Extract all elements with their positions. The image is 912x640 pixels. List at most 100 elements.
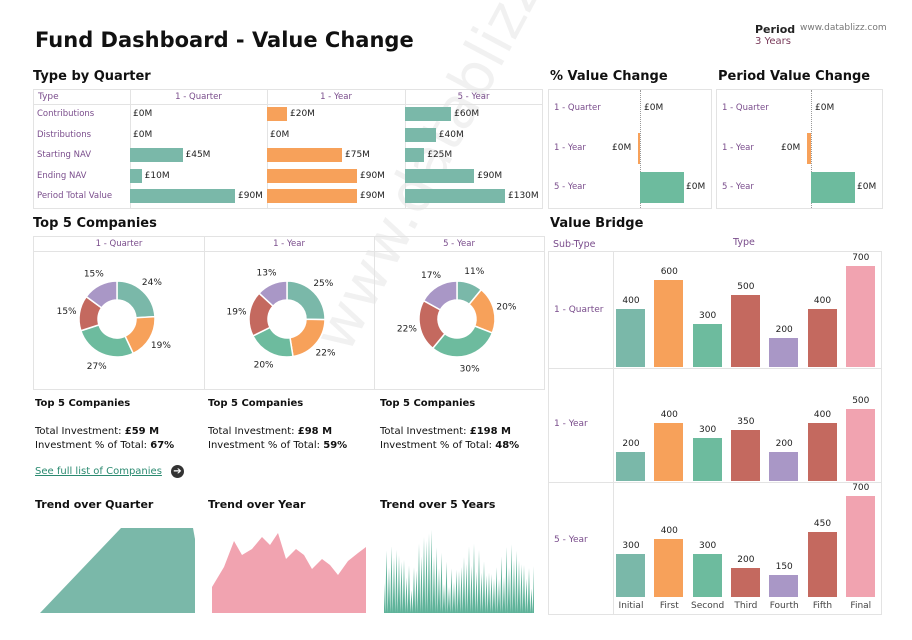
bridge-bar-value: 500 xyxy=(737,281,755,292)
bridge-category-label: Second xyxy=(691,601,725,611)
site-url: www.datablizz.com xyxy=(800,23,887,33)
type-bar xyxy=(267,107,287,121)
bridge-bar xyxy=(616,553,645,597)
change-bar xyxy=(807,133,811,164)
type-by-quarter-title: Type by Quarter xyxy=(33,69,151,84)
summary-pct-year: Investment % of Total: 59% xyxy=(208,440,348,451)
period-value[interactable]: 3 Years xyxy=(755,36,791,47)
bridge-bar-value: 200 xyxy=(775,325,793,335)
bridge-bar xyxy=(654,280,684,367)
type-bar-value: £0M xyxy=(133,109,153,119)
bridge-row-label: 1 - Quarter xyxy=(554,305,604,315)
bridge-row-label: 5 - Year xyxy=(554,535,588,545)
pct-value-change-chart xyxy=(548,89,712,209)
type-row-label: Contributions xyxy=(37,109,95,119)
change-row-label: 1 - Year xyxy=(554,143,586,153)
period-value-change-title: Period Value Change xyxy=(718,69,871,84)
bridge-category-label: Final xyxy=(850,601,872,611)
donut-label: 20% xyxy=(254,360,274,370)
type-bar xyxy=(130,168,142,183)
type-row-label: Period Total Value xyxy=(37,191,113,202)
donut-label: 30% xyxy=(460,364,480,374)
bridge-category-label: Third xyxy=(734,601,758,611)
donut-label: 15% xyxy=(57,307,77,317)
trend-5year-area xyxy=(384,529,534,613)
type-bar-value: £0M xyxy=(133,129,153,140)
period-header-quarter: 1 - Quarter xyxy=(175,92,222,102)
bridge-bar-value: 400 xyxy=(813,410,832,420)
summary-heading-quarter: Top 5 Companies xyxy=(35,398,131,409)
period-label: Period xyxy=(755,23,796,36)
change-value: £0M xyxy=(644,103,664,113)
bridge-bar xyxy=(807,309,837,367)
donut-label: 17% xyxy=(421,271,441,281)
bridge-category-label: Fourth xyxy=(769,601,799,611)
change-row-label: 1 - Year xyxy=(722,143,754,153)
trend-year-chart xyxy=(212,533,366,613)
subtype-header: Sub-Type xyxy=(553,239,596,250)
bridge-bar-value: 300 xyxy=(699,310,717,321)
see-full-list-link[interactable]: See full list of Companies xyxy=(35,466,162,477)
type-bar-value: £25M xyxy=(427,150,453,161)
bridge-bar xyxy=(769,575,799,597)
bridge-bar-value: 350 xyxy=(737,417,755,428)
summary-invest-year: Total Investment: £98 M xyxy=(208,426,333,437)
bridge-bar-value: 400 xyxy=(622,296,640,306)
change-value: £0M xyxy=(781,143,801,153)
bridge-bar-value: 600 xyxy=(660,267,678,277)
type-row-label: Starting NAV xyxy=(37,150,92,161)
bridge-bar xyxy=(845,495,875,597)
bridge-category-label: First xyxy=(659,601,679,611)
top5-header-quarter: 1 - Quarter xyxy=(95,239,143,249)
donut-label: 15% xyxy=(84,270,104,280)
bridge-bar-value: 450 xyxy=(813,518,832,529)
bridge-bar xyxy=(730,568,760,597)
type-bar-value: £90M xyxy=(360,191,385,202)
bridge-row-label: 1 - Year xyxy=(554,419,588,429)
type-bar xyxy=(130,189,235,204)
pct-value-change-title: % Value Change xyxy=(550,69,668,84)
type-bar-value: £20M xyxy=(290,109,315,119)
summary-heading-year: Top 5 Companies xyxy=(208,398,304,409)
donut-label: 27% xyxy=(87,362,107,372)
arrow-right-icon[interactable]: ➔ xyxy=(171,465,184,478)
donut-label: 22% xyxy=(316,348,336,358)
donut-label: 25% xyxy=(313,279,333,289)
period-value-change-chart xyxy=(716,89,883,209)
donut-label: 19% xyxy=(151,341,171,351)
type-bar-value: £10M xyxy=(144,170,170,181)
change-row-label: 5 - Year xyxy=(554,182,586,192)
bridge-bar xyxy=(730,294,760,367)
bridge-bar xyxy=(692,553,722,597)
top5-header-year: 1 - Year xyxy=(273,239,305,249)
trend-5year-chart xyxy=(384,529,534,613)
type-bar xyxy=(130,148,183,163)
top5-header-5year: 5 - Year xyxy=(443,239,475,249)
donut-label: 22% xyxy=(397,325,417,335)
page-title: Fund Dashboard - Value Change xyxy=(35,28,414,52)
summary-invest-quarter: Total Investment: £59 M xyxy=(35,426,160,437)
bridge-bar xyxy=(616,309,645,367)
bridge-bar xyxy=(654,423,684,481)
type-row-label: Ending NAV xyxy=(37,170,87,181)
change-value: £0M xyxy=(815,103,835,113)
type-row-label: Distributions xyxy=(37,129,92,140)
type-bar xyxy=(405,127,436,142)
value-bridge-panel xyxy=(548,251,882,615)
donut-slice xyxy=(79,323,135,358)
bridge-bar-value: 300 xyxy=(699,540,717,551)
value-bridge-title: Value Bridge xyxy=(550,216,644,231)
change-value: £0M xyxy=(686,182,706,192)
bridge-bar xyxy=(769,338,799,367)
type-bar xyxy=(267,168,357,183)
bridge-bar-value: 700 xyxy=(852,482,870,493)
type-bar-value: £75M xyxy=(345,150,370,161)
bridge-bar xyxy=(807,423,837,481)
top5-donut-panel: 1 - Quarter 1 - Year 5 - Year xyxy=(33,236,545,390)
bridge-bar-value: 400 xyxy=(660,410,678,420)
bridge-bar-value: 500 xyxy=(852,395,870,406)
donut-label: 20% xyxy=(496,302,516,312)
bridge-bar xyxy=(845,408,875,481)
type-bar-value: £45M xyxy=(185,150,211,161)
trend-quarter-chart xyxy=(40,528,195,613)
